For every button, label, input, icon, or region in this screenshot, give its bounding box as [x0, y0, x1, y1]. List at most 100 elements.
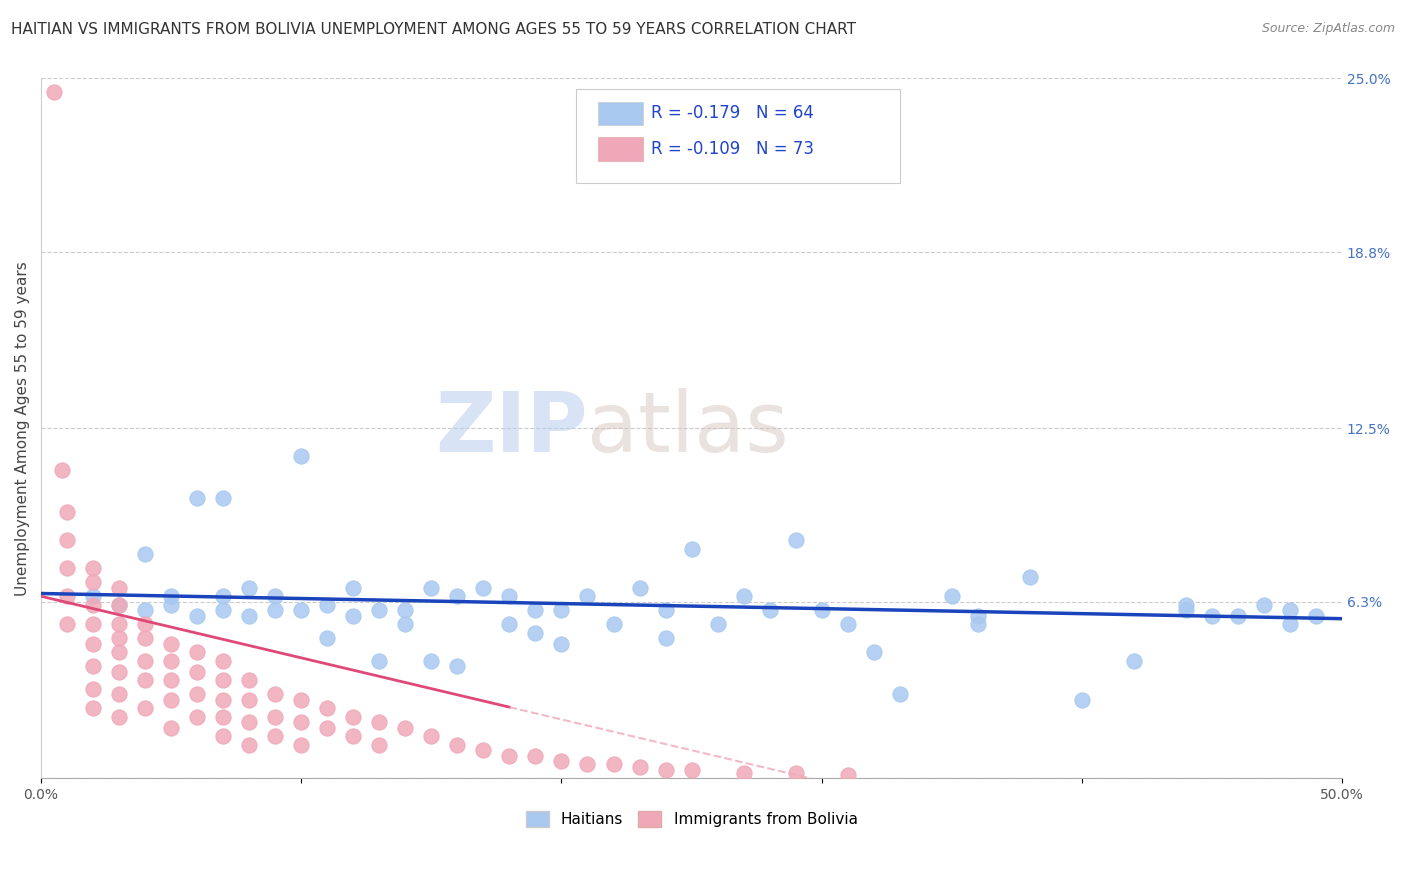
Point [316, 721, 339, 735]
Point [290, 450, 312, 464]
Point [56, 533, 79, 548]
Point [810, 603, 832, 617]
Point [446, 659, 468, 673]
Point [212, 673, 235, 688]
Point [290, 693, 312, 707]
Point [550, 637, 572, 651]
Point [82, 637, 104, 651]
Point [602, 757, 624, 772]
Text: ZIP: ZIP [434, 388, 588, 469]
Point [264, 729, 287, 743]
Point [498, 589, 520, 603]
Point [1174, 603, 1197, 617]
Point [316, 632, 339, 646]
Point [108, 687, 131, 701]
Point [1122, 654, 1144, 668]
Point [420, 581, 443, 595]
Point [56, 617, 79, 632]
Point [941, 589, 963, 603]
Point [342, 581, 364, 595]
Point [576, 589, 599, 603]
Point [342, 608, 364, 623]
Point [837, 617, 859, 632]
Point [264, 709, 287, 723]
Point [186, 665, 208, 679]
Point [446, 738, 468, 752]
Point [785, 765, 807, 780]
Point [238, 693, 260, 707]
Point [1174, 598, 1197, 612]
Point [342, 709, 364, 723]
Point [681, 763, 703, 777]
Point [316, 701, 339, 715]
Point [212, 693, 235, 707]
Text: R = -0.179   N = 64: R = -0.179 N = 64 [651, 104, 814, 122]
Text: Source: ZipAtlas.com: Source: ZipAtlas.com [1261, 22, 1395, 36]
Point [394, 603, 416, 617]
Point [82, 561, 104, 575]
Point [238, 715, 260, 730]
Point [160, 721, 183, 735]
Point [82, 575, 104, 590]
Point [42, 86, 65, 100]
Point [186, 608, 208, 623]
Point [1253, 598, 1275, 612]
Point [56, 589, 79, 603]
Point [1226, 608, 1249, 623]
Point [134, 673, 156, 688]
Point [681, 541, 703, 556]
Point [82, 598, 104, 612]
Point [212, 709, 235, 723]
Point [524, 748, 547, 763]
Point [212, 589, 235, 603]
Point [368, 738, 391, 752]
Point [368, 603, 391, 617]
Point [264, 603, 287, 617]
Point [1278, 617, 1301, 632]
Point [108, 709, 131, 723]
Point [368, 654, 391, 668]
Point [576, 757, 599, 772]
Point [889, 687, 911, 701]
Point [524, 625, 547, 640]
Legend: Haitians, Immigrants from Bolivia: Haitians, Immigrants from Bolivia [519, 805, 863, 833]
Point [134, 632, 156, 646]
Point [1278, 603, 1301, 617]
Point [837, 768, 859, 782]
Text: R = -0.109   N = 73: R = -0.109 N = 73 [651, 140, 814, 158]
Point [1201, 608, 1223, 623]
Point [654, 632, 676, 646]
Point [420, 729, 443, 743]
Point [498, 748, 520, 763]
Point [733, 589, 755, 603]
Point [394, 617, 416, 632]
Point [186, 645, 208, 659]
Point [134, 617, 156, 632]
Point [238, 673, 260, 688]
Point [82, 589, 104, 603]
Point [108, 665, 131, 679]
Point [862, 645, 884, 659]
Point [212, 491, 235, 506]
Point [1305, 608, 1327, 623]
Point [498, 617, 520, 632]
Point [290, 738, 312, 752]
Point [238, 581, 260, 595]
Point [758, 603, 780, 617]
Point [290, 603, 312, 617]
Point [108, 645, 131, 659]
Point [160, 654, 183, 668]
Point [550, 755, 572, 769]
Point [51, 463, 73, 477]
Point [212, 603, 235, 617]
Point [108, 617, 131, 632]
Point [56, 561, 79, 575]
Point [82, 617, 104, 632]
Point [524, 603, 547, 617]
Point [602, 617, 624, 632]
Point [186, 709, 208, 723]
Point [628, 581, 651, 595]
Point [82, 681, 104, 696]
Point [160, 637, 183, 651]
Point [186, 687, 208, 701]
